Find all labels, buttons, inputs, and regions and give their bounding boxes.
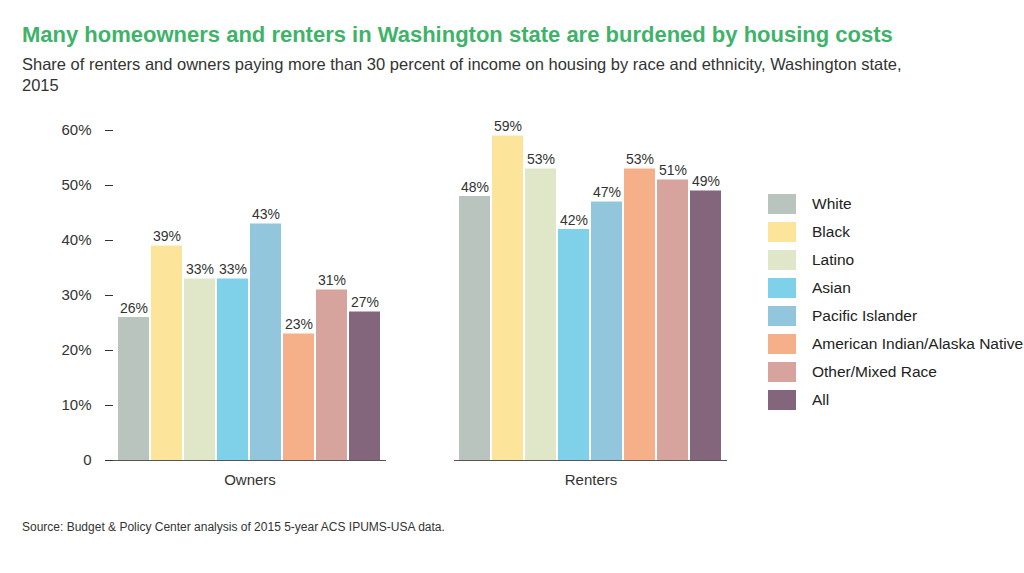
svg-text:26%: 26% [120,299,148,315]
svg-text:33%: 33% [219,261,247,277]
svg-text:20%: 20% [61,341,91,358]
html-text:All: All [812,391,830,409]
svg-text:50%: 50% [61,176,91,193]
html-text:American Indian/Alaska Native: American Indian/Alaska Native [812,335,1024,353]
html-text:Asian: Asian [812,279,851,297]
svg-text:30%: 30% [61,286,91,303]
html-text:Share of renters and owners pa: Share of renters and owners paying more … [22,55,902,95]
svg-text:42%: 42% [560,211,588,227]
html-text:White: White [812,195,852,213]
html-text:Pacific Islander: Pacific Islander [812,307,918,325]
svg-text:Renters: Renters [565,471,618,488]
svg-text:43%: 43% [252,206,280,222]
svg-text:27%: 27% [351,294,379,310]
svg-text:47%: 47% [593,184,621,200]
html-text:Source: Budget & Policy Center: Source: Budget & Policy Center analysis … [22,519,445,534]
svg-text:48%: 48% [461,178,489,194]
html-text:Latino: Latino [812,251,855,269]
html-text:Many homeowners and renters in: Many homeowners and renters in Washingto… [22,22,893,47]
svg-text:0: 0 [83,451,91,468]
svg-text:23%: 23% [285,316,313,332]
html-text:Other/Mixed Race: Other/Mixed Race [812,363,937,381]
svg-text:33%: 33% [186,261,214,277]
svg-text:59%: 59% [494,118,522,134]
svg-text:60%: 60% [61,121,91,138]
svg-text:31%: 31% [318,272,346,288]
svg-text:53%: 53% [626,151,654,167]
svg-text:53%: 53% [527,151,555,167]
svg-text:40%: 40% [61,231,91,248]
svg-text:51%: 51% [659,162,687,178]
svg-text:39%: 39% [153,228,181,244]
svg-text:10%: 10% [61,396,91,413]
svg-text:49%: 49% [692,173,720,189]
html-text:Black: Black [812,223,850,241]
svg-text:Owners: Owners [224,471,276,488]
